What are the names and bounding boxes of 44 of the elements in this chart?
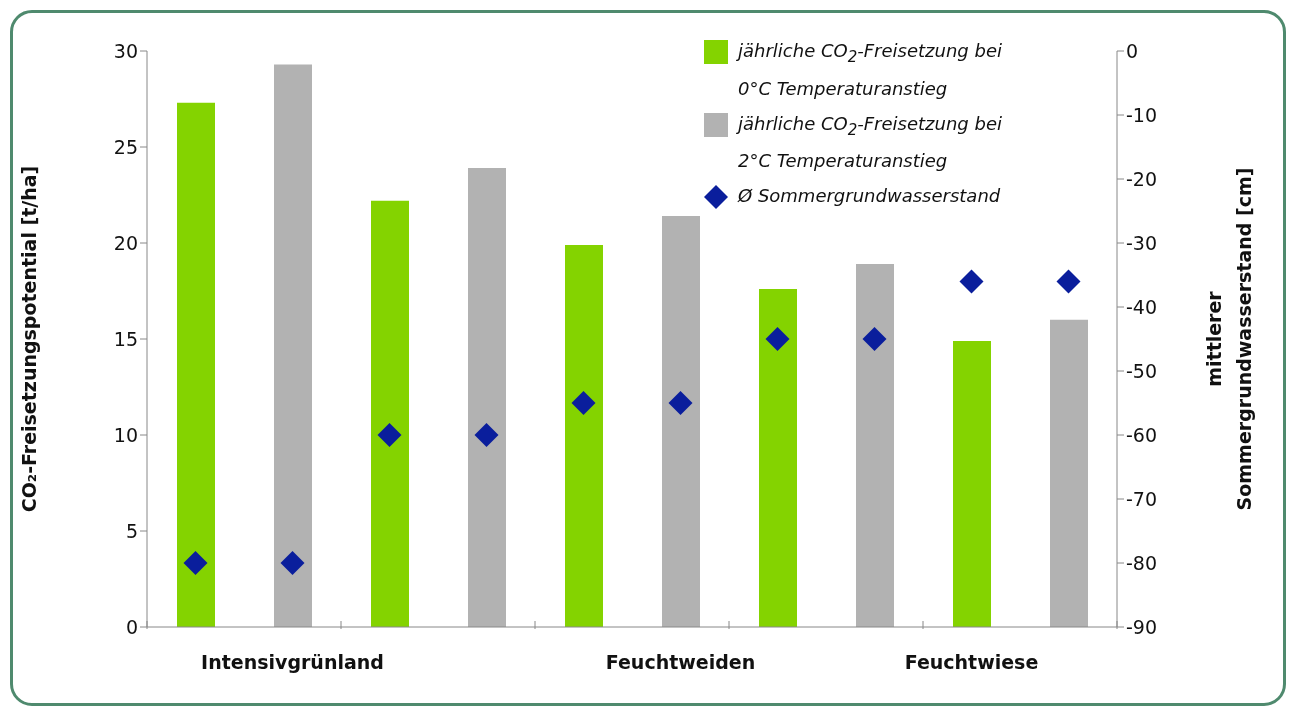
point bbox=[474, 423, 499, 447]
bar bbox=[759, 289, 797, 627]
y-tick-label: 0 bbox=[125, 615, 138, 638]
point bbox=[668, 391, 693, 415]
x-tick-label: Feuchtweiden bbox=[605, 651, 756, 673]
y2-tick-label: -30 bbox=[1126, 231, 1158, 254]
point bbox=[1056, 269, 1081, 294]
point bbox=[862, 327, 887, 351]
bar bbox=[662, 216, 700, 627]
legend-label: Ø Sommergrundwasserstand bbox=[738, 185, 1001, 207]
y-tick-label: 5 bbox=[125, 519, 138, 542]
point bbox=[571, 391, 596, 415]
y-tick-label: 20 bbox=[113, 231, 138, 254]
bar bbox=[856, 264, 894, 627]
x-tick-label: Intensivgrünland bbox=[201, 651, 384, 673]
point bbox=[765, 327, 790, 351]
bar bbox=[177, 102, 215, 627]
bar bbox=[1050, 319, 1088, 627]
bar bbox=[371, 200, 409, 627]
point bbox=[959, 269, 984, 294]
point bbox=[280, 551, 305, 575]
x-tick-label: Feuchtwiese bbox=[904, 651, 1039, 673]
y2-axis-title: mittlerer Sommergrundwasserstand [cm] bbox=[1203, 167, 1256, 511]
y-axis-title: CO₂-Freisetzungspotential [t/ha] bbox=[17, 165, 40, 513]
point bbox=[377, 423, 402, 447]
legend-label: jährliche CO$_{2}$-Freisetzung bei 2°C Temperaturanstieg bbox=[738, 112, 1002, 172]
bar bbox=[565, 244, 603, 627]
y2-tick-label: -60 bbox=[1126, 423, 1158, 446]
y2-tick-label: -80 bbox=[1126, 551, 1158, 574]
y2-tick-label: -50 bbox=[1126, 359, 1158, 382]
y2-tick-label: -10 bbox=[1126, 103, 1158, 126]
y2-tick-label: -40 bbox=[1126, 295, 1158, 318]
y-tick-label: 15 bbox=[113, 327, 138, 350]
y-tick-label: 10 bbox=[113, 423, 138, 446]
bar bbox=[953, 340, 991, 627]
y-tick-label: 30 bbox=[113, 39, 138, 62]
point bbox=[183, 551, 208, 575]
bar bbox=[468, 168, 506, 627]
y2-tick-label: -20 bbox=[1126, 167, 1158, 190]
y2-tick-label: -70 bbox=[1126, 487, 1158, 510]
bar bbox=[274, 64, 312, 627]
y2-tick-label: -90 bbox=[1126, 615, 1158, 638]
y-tick-label: 25 bbox=[113, 135, 138, 158]
y2-tick-label: 0 bbox=[1126, 39, 1139, 62]
